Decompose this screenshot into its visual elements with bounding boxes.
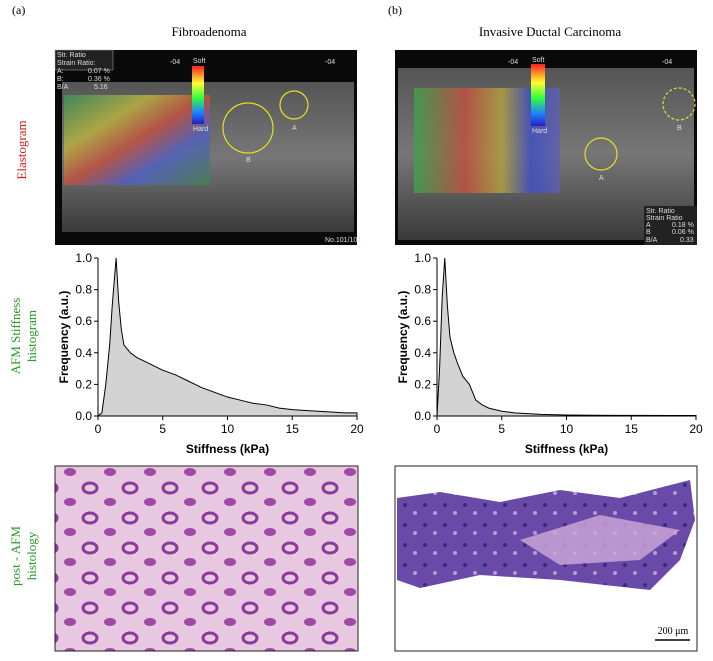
us-text: Str. Ratio [646, 208, 675, 215]
elastogram-image: Str. Ratio Strain Ratio: A: 0.07 % B: 0.… [54, 49, 361, 245]
y-tick-label: 1.0 [75, 251, 92, 265]
us-text: B [246, 157, 251, 164]
us-text: 0.18 % [672, 222, 694, 229]
x-tick-label: 15 [625, 422, 639, 436]
y-tick-label: 0.6 [75, 314, 92, 328]
y-tick-label: 0.0 [75, 409, 92, 423]
us-text: -04 [508, 59, 518, 66]
us-text: B: [57, 76, 64, 83]
us-text: -04 [170, 59, 180, 66]
x-tick-label: 0 [95, 422, 102, 436]
y-axis-label: Frequency (a.u.) [396, 291, 410, 384]
us-text: Str. Ratio [57, 52, 86, 59]
y-tick-label: 0.8 [414, 283, 431, 297]
x-tick-label: 20 [350, 422, 364, 436]
x-tick-label: 20 [689, 422, 703, 436]
us-text: -04 [325, 59, 335, 66]
column-title: Fibroadenoma [171, 24, 246, 39]
row-label: Elastogram [14, 120, 29, 179]
panel-label: (b) [388, 3, 402, 17]
histogram-area [96, 257, 358, 417]
row-label: histogram [24, 310, 39, 362]
y-tick-label: 0.4 [414, 346, 431, 360]
y-tick-label: 0.8 [75, 283, 92, 297]
y-tick-label: 0.4 [75, 346, 92, 360]
histogram-area [436, 257, 697, 417]
us-text: A [599, 175, 604, 182]
y-axis-label: Frequency (a.u.) [57, 291, 71, 384]
us-text: A: [57, 68, 64, 75]
x-tick-label: 0 [434, 422, 441, 436]
x-tick-label: 15 [286, 422, 300, 436]
x-axis-label: Stiffness (kPa) [525, 442, 608, 456]
us-text: 5.16 [94, 84, 108, 91]
us-text: 0.33 [680, 237, 694, 244]
us-text: 0.07 % [88, 68, 110, 75]
x-tick-label: 10 [560, 422, 574, 436]
histology-image: 200 μm [54, 465, 698, 652]
us-text: Hard [193, 126, 208, 133]
us-text: 0.36 % [88, 76, 110, 83]
row-label: AFM Stiffness [8, 298, 23, 375]
us-text: No.101/101 [325, 237, 361, 244]
us-text: Strain Ratio [646, 215, 683, 222]
us-text: B/A [646, 237, 658, 244]
us-text: Soft [193, 58, 206, 65]
row-label: histology [24, 531, 39, 580]
x-tick-label: 5 [159, 422, 166, 436]
us-text: A [292, 125, 297, 132]
us-text: 0.06 % [672, 229, 694, 236]
y-tick-label: 1.0 [414, 251, 431, 265]
us-text: Soft [532, 57, 545, 64]
us-text: B/A [57, 84, 69, 91]
column-title: Invasive Ductal Carcinoma [479, 24, 621, 39]
scale-bar-label: 200 μm [658, 626, 689, 637]
x-tick-label: 5 [498, 422, 505, 436]
elastogram-image: -04 Soft Hard -04 Str. Ratio Strain Rati… [395, 50, 697, 245]
us-text: Hard [532, 128, 547, 135]
x-tick-label: 10 [221, 422, 235, 436]
panel-label: (a) [12, 3, 25, 17]
y-tick-label: 0.6 [414, 314, 431, 328]
row-label: post - AFM [8, 526, 23, 586]
y-tick-label: 0.2 [75, 377, 92, 391]
us-text: A [646, 222, 651, 229]
x-axis-label: Stiffness (kPa) [186, 442, 269, 456]
y-tick-label: 0.2 [414, 377, 431, 391]
us-text: -04 [662, 59, 672, 66]
us-text: B [677, 125, 682, 132]
us-text: B [646, 229, 651, 236]
y-tick-label: 0.0 [414, 409, 431, 423]
us-text: Strain Ratio: [57, 60, 96, 67]
